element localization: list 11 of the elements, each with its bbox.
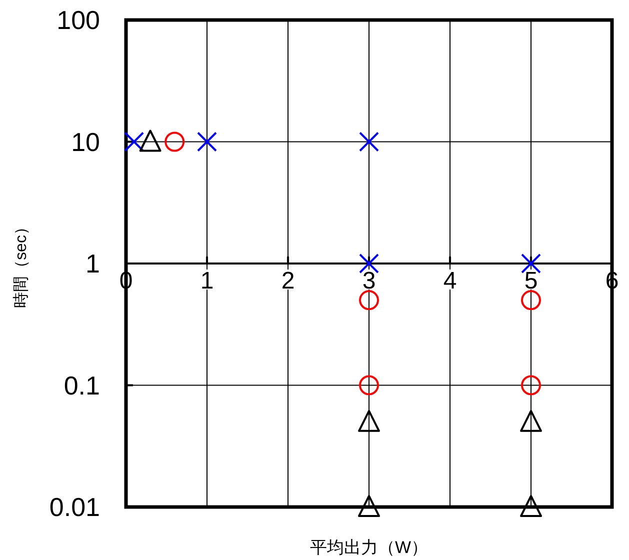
y-tick-label: 0.1 [64, 370, 100, 400]
x-tick-label: 2 [281, 268, 295, 294]
y-tick-label: 100 [56, 5, 100, 35]
y-tick-label: 10 [71, 126, 100, 157]
y-axis-title: 時間（sec） [12, 219, 30, 308]
x-tick-label: 4 [443, 268, 457, 294]
y-tick-label: 0.01 [49, 492, 100, 522]
x-tick-label: 1 [200, 268, 214, 294]
x-tick-label: 3 [362, 268, 376, 294]
x-axis-title: 平均出力（W） [310, 538, 428, 557]
x-tick-label: 5 [524, 268, 538, 294]
